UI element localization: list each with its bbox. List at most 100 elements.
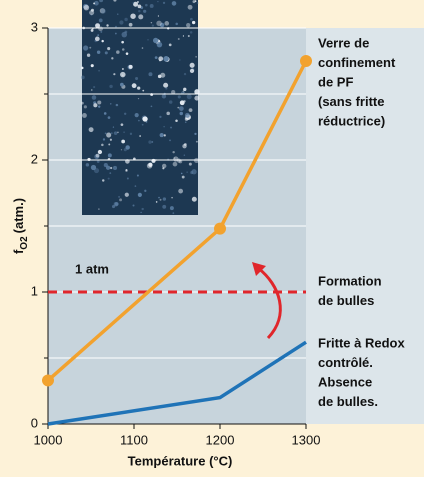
photo-dot xyxy=(171,197,173,199)
photo-dot xyxy=(142,47,144,49)
photo-dot xyxy=(162,167,164,169)
photo-dot xyxy=(184,73,186,75)
annotation: Absence xyxy=(318,374,372,389)
photo-dot xyxy=(110,139,112,141)
photo-dot xyxy=(108,116,111,119)
photo-dot xyxy=(126,52,129,55)
y-axis-title: fO2(atm.) xyxy=(11,198,29,254)
photo-dot xyxy=(158,75,161,78)
photo-dot xyxy=(116,50,119,53)
photo-dot xyxy=(81,75,85,79)
photo-dot xyxy=(169,100,172,103)
photo-dot xyxy=(182,176,185,179)
photo-dot xyxy=(163,197,166,200)
photo-dot xyxy=(175,119,177,121)
photo-dot xyxy=(82,113,87,118)
photo-dot xyxy=(183,35,184,36)
photo-dot xyxy=(111,57,113,59)
photo-dot xyxy=(190,18,193,21)
photo-dot xyxy=(163,56,169,62)
photo-dot xyxy=(158,197,160,199)
photo-dot xyxy=(118,196,120,198)
photo-dot xyxy=(105,132,107,134)
photo-dot xyxy=(138,14,143,19)
reference-label: 1 atm xyxy=(75,261,109,276)
photo-dot xyxy=(196,141,198,143)
photo-dot xyxy=(185,113,190,118)
photo-dot xyxy=(105,51,108,54)
photo-dot xyxy=(162,205,166,209)
x-tick-label: 1200 xyxy=(206,432,235,447)
marker xyxy=(42,374,54,386)
photo-dot xyxy=(195,56,196,57)
photo-dot xyxy=(139,135,141,137)
photo-dot xyxy=(194,133,196,135)
photo-dot xyxy=(173,162,178,167)
photo-dot xyxy=(101,9,106,14)
photo-dot xyxy=(138,98,139,99)
photo-dot xyxy=(130,133,132,135)
photo-dot xyxy=(98,208,100,210)
annotation: confinement xyxy=(318,55,396,70)
photo-dot xyxy=(89,10,94,15)
annotation: Fritte à Redox xyxy=(318,335,405,350)
photo-dot xyxy=(160,133,164,137)
photo-dot xyxy=(93,103,97,107)
annotation: réductrice) xyxy=(318,113,385,128)
photo-dot xyxy=(81,67,84,70)
y-title-sub: O2 xyxy=(19,236,30,250)
photo-dot xyxy=(95,37,100,42)
photo-dot xyxy=(106,132,111,137)
photo-dot xyxy=(97,34,99,36)
photo-dot xyxy=(184,154,185,155)
photo-dot xyxy=(163,2,165,4)
photo-dot xyxy=(145,4,148,7)
photo-dot xyxy=(102,179,104,181)
photo-dot xyxy=(181,173,183,175)
photo-dot xyxy=(166,112,170,116)
photo-dot xyxy=(103,138,105,140)
photo-dot xyxy=(93,2,95,4)
photo-dot xyxy=(164,21,169,26)
photo-dot xyxy=(89,47,91,49)
photo-dot xyxy=(124,148,127,151)
photo-dot xyxy=(151,22,152,23)
photo-dot xyxy=(96,154,100,158)
y-tick-label: 3 xyxy=(31,19,38,34)
photo-dot xyxy=(124,18,127,21)
photo-dot xyxy=(117,13,118,14)
photo-dot xyxy=(144,190,146,192)
photo-dot xyxy=(110,167,112,169)
photo-dot xyxy=(87,158,90,161)
photo-dot xyxy=(125,193,129,197)
photo-dot xyxy=(84,105,87,108)
photo-dot xyxy=(172,151,174,153)
y-tick-label: 0 xyxy=(31,415,38,430)
photo-dot xyxy=(135,113,139,117)
marker xyxy=(300,55,312,67)
photo-dot xyxy=(193,0,196,3)
photo-dot xyxy=(124,113,126,115)
photo-dot xyxy=(185,117,188,120)
photo-dot xyxy=(141,208,143,210)
photo-dot xyxy=(97,100,101,104)
photo-dot xyxy=(97,51,100,54)
photo-dot xyxy=(132,83,137,88)
photo-dot xyxy=(91,89,92,90)
photo-dot xyxy=(137,175,139,177)
photo-dot xyxy=(156,201,158,203)
annotation: (sans fritte xyxy=(318,94,384,109)
photo-dot xyxy=(120,83,124,87)
photo-dot xyxy=(83,45,88,50)
annotation: de PF xyxy=(318,74,353,89)
photo-dot xyxy=(179,106,184,111)
photo-dot xyxy=(155,56,158,59)
photo-dot xyxy=(191,169,196,174)
annotation: contrôlé. xyxy=(318,355,373,370)
photo-dot xyxy=(178,95,181,98)
photo-dot xyxy=(84,5,90,11)
annotation: de bulles xyxy=(318,293,374,308)
x-tick-label: 1100 xyxy=(120,432,148,447)
annotation: Verre de xyxy=(318,35,369,50)
photo-dot xyxy=(89,127,94,132)
